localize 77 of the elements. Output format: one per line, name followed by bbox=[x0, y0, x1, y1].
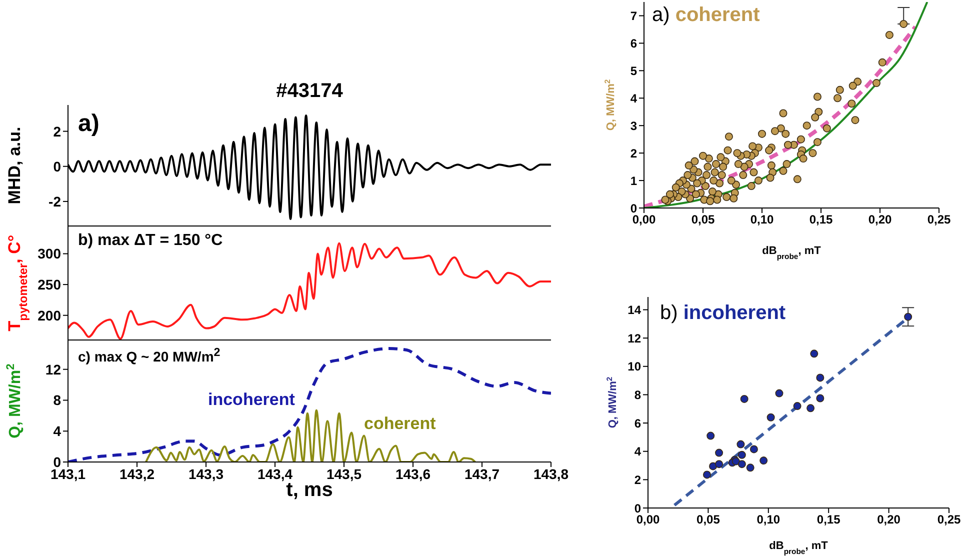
x-tick-label: 143,4 bbox=[257, 466, 293, 482]
point bbox=[706, 432, 715, 440]
y-tick-label: 12 bbox=[628, 331, 642, 346]
y-tick-label: 2 bbox=[630, 146, 638, 160]
x-tick-label: 143,5 bbox=[326, 466, 362, 482]
y-tick-label: 5 bbox=[630, 64, 638, 78]
point bbox=[715, 448, 724, 457]
point bbox=[810, 350, 818, 358]
x-tick-label: 0,05 bbox=[691, 212, 715, 227]
y-tick-label: 6 bbox=[630, 36, 638, 50]
y-tick-label: 1 bbox=[630, 174, 638, 188]
point bbox=[816, 374, 824, 382]
chart-title: #43174 bbox=[275, 80, 344, 103]
x-tick-label: 143,6 bbox=[395, 466, 431, 482]
point bbox=[736, 440, 745, 448]
x-tick-label: 143,3 bbox=[188, 466, 224, 482]
chart-title: a) coherent bbox=[652, 4, 760, 26]
y-tick-label: 4 bbox=[634, 444, 642, 459]
point bbox=[738, 450, 746, 459]
y-tick-label: 7 bbox=[630, 8, 638, 23]
x-tick-label: 0,20 bbox=[868, 212, 892, 227]
y-tick-label: 10 bbox=[628, 360, 642, 374]
x-tick-label: 143,7 bbox=[464, 466, 500, 482]
y-tick-label: 0 bbox=[53, 454, 62, 470]
point bbox=[766, 413, 775, 422]
y-tick-label: 12 bbox=[45, 361, 62, 378]
series-label: coherent bbox=[364, 414, 436, 434]
point bbox=[816, 394, 824, 402]
y-tick-label: 4 bbox=[53, 423, 62, 440]
chart-title: b) incoherent bbox=[660, 302, 786, 324]
annotation: a) bbox=[78, 110, 100, 138]
point bbox=[750, 445, 758, 454]
x-tick-label: 0,10 bbox=[750, 212, 774, 227]
point bbox=[904, 312, 912, 321]
y-tick-label: 4 bbox=[630, 91, 638, 106]
point bbox=[738, 460, 746, 468]
y-tick-label: 6 bbox=[634, 416, 642, 430]
y-tick-label: 0 bbox=[630, 201, 638, 216]
y-tick-label: -2 bbox=[48, 193, 62, 210]
y-tick-label: 0 bbox=[53, 158, 62, 174]
point bbox=[746, 464, 754, 472]
x-tick-label: 0,25 bbox=[927, 212, 951, 227]
x-tick-label: 0,10 bbox=[756, 512, 780, 527]
point bbox=[793, 402, 802, 410]
series-label: incoherent bbox=[208, 390, 295, 410]
x-tick-label: 0,00 bbox=[636, 512, 660, 527]
point bbox=[775, 389, 784, 398]
point bbox=[760, 456, 768, 465]
x-tick-label: 0,20 bbox=[877, 512, 901, 527]
x-tick-label: 0,15 bbox=[809, 212, 833, 227]
annotation: c) max Q ~ 20 MW/m$^{2}$ bbox=[78, 346, 220, 365]
y-tick-label: 300 bbox=[38, 246, 62, 262]
x-tick-label: 143,8 bbox=[533, 466, 569, 482]
y-axis-title: MHD, a.u. bbox=[5, 126, 24, 204]
x-tick-label: 0,05 bbox=[696, 512, 720, 527]
x-tick-label: 0,15 bbox=[816, 512, 841, 527]
line-series bbox=[144, 409, 476, 462]
y-tick-label: 14 bbox=[628, 303, 642, 318]
x-tick-label: 0,00 bbox=[632, 212, 656, 227]
y-tick-label: 2 bbox=[634, 472, 642, 487]
x-tick-label: 143,2 bbox=[119, 466, 155, 482]
point bbox=[715, 460, 724, 468]
x-tick-label: 0,25 bbox=[937, 512, 961, 527]
x-axis-title: t, ms bbox=[286, 479, 333, 501]
y-tick-label: 2 bbox=[53, 123, 62, 140]
y-tick-label: 200 bbox=[38, 307, 62, 324]
point bbox=[806, 404, 815, 412]
x-axis-title: dB$_{probe}$, mT bbox=[769, 540, 828, 556]
point bbox=[740, 394, 748, 403]
y-tick-label: 8 bbox=[53, 392, 62, 408]
y-tick-label: 8 bbox=[634, 388, 642, 402]
annotation: b) max ΔT = 150 °C bbox=[78, 232, 223, 250]
y-tick-label: 3 bbox=[630, 118, 638, 133]
y-tick-label: 250 bbox=[38, 276, 62, 293]
point bbox=[702, 470, 711, 479]
x-axis-title: dB$_{probe}$, mT bbox=[762, 245, 822, 260]
y-tick-label: 0 bbox=[634, 501, 642, 516]
